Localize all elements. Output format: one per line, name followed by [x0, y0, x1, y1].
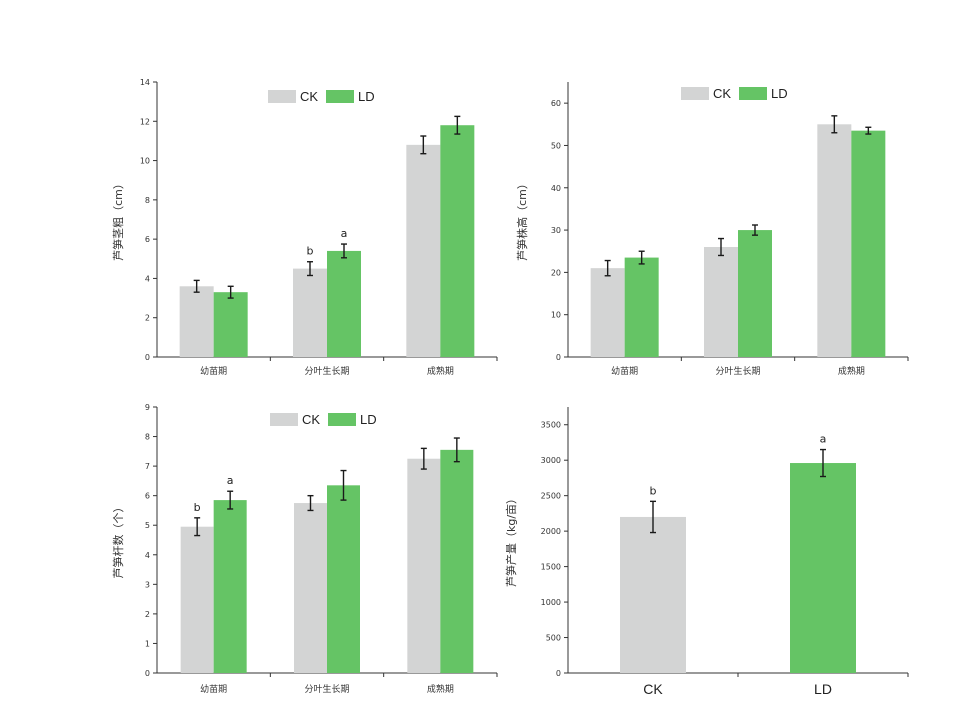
x-tick-label: LD — [814, 681, 832, 697]
y-tick-label: 1000 — [541, 598, 561, 607]
y-axis-label: 芦笋株高（cm） — [515, 178, 529, 261]
x-tick-label: 成熟期 — [838, 365, 865, 377]
chart-1: 0 2 4 6 8 10 12 14 芦笋茎粗（cm） 幼苗期 分叶生长期 b a 成熟期 CK LD — [111, 78, 498, 377]
x-tick-label: 分叶生长期 — [304, 683, 349, 695]
significance-label: b — [650, 484, 657, 497]
bar-ld — [440, 125, 475, 357]
bar-ck — [293, 268, 327, 357]
bar-ld — [624, 257, 659, 357]
chart-3: 0 1 2 3 4 5 6 7 8 9 芦笋杆数（个） 幼苗期 b a 分叶生长期 成熟期 CK LD — [111, 403, 498, 695]
y-tick-label: 50 — [551, 141, 561, 150]
legend-label: LD — [771, 86, 788, 101]
y-axis-label: 芦笋杆数（个） — [111, 502, 125, 579]
legend: CK LD — [681, 86, 788, 101]
y-tick-label: 30 — [551, 226, 561, 235]
x-tick-label: 幼苗期 — [200, 683, 227, 695]
y-tick-label: 1 — [145, 639, 150, 648]
bar-ck — [179, 286, 214, 357]
bar-ck — [590, 268, 625, 357]
legend-swatch-ld — [326, 90, 354, 103]
y-tick-label: 0 — [556, 669, 561, 678]
bar-ck — [294, 503, 327, 673]
y-tick-label: 3 — [145, 580, 150, 589]
y-axis-label: 芦笋产量（kg/亩） — [504, 493, 518, 587]
legend-label: CK — [713, 86, 731, 101]
y-tick-label: 6 — [145, 235, 150, 244]
y-tick-label: 0 — [556, 353, 561, 362]
bar-yield — [620, 516, 686, 673]
legend-swatch-ck — [681, 87, 709, 100]
y-tick-label: 10 — [551, 311, 561, 320]
bar-ld — [327, 485, 360, 673]
y-tick-label: 3000 — [541, 456, 561, 465]
bar-ck — [817, 124, 852, 357]
legend: CK LD — [268, 89, 375, 104]
significance-label: b — [307, 245, 314, 258]
chart-4: 0 500 1000 1500 2000 2500 3000 3500 芦笋产量（kg/亩） CK… — [504, 407, 909, 697]
y-tick-label: 3500 — [541, 421, 561, 430]
y-tick-label: 7 — [145, 462, 150, 471]
legend-swatch-ck — [270, 413, 298, 426]
y-tick-label: 40 — [551, 184, 561, 193]
x-tick-label: 幼苗期 — [611, 365, 638, 377]
bar-ck — [407, 458, 441, 673]
y-tick-label: 14 — [140, 78, 150, 87]
y-tick-label: 20 — [551, 268, 561, 277]
y-tick-label: 10 — [140, 157, 150, 166]
bar-ld — [738, 230, 772, 357]
y-tick-label: 500 — [546, 634, 561, 643]
bar-ld — [440, 449, 474, 673]
x-tick-label: 成熟期 — [427, 365, 454, 377]
y-tick-label: 2 — [145, 314, 150, 323]
y-tick-label: 4 — [145, 274, 150, 283]
legend-label: LD — [360, 412, 377, 427]
legend-label: CK — [302, 412, 320, 427]
y-tick-label: 5 — [145, 521, 150, 530]
x-tick-label: 成熟期 — [427, 683, 454, 695]
significance-label: a — [341, 227, 348, 240]
bar-ld — [213, 500, 247, 673]
y-tick-label: 8 — [145, 196, 150, 205]
legend-label: CK — [300, 89, 318, 104]
legend: CK LD — [270, 412, 377, 427]
y-tick-label: 60 — [551, 99, 561, 108]
significance-label: b — [194, 501, 201, 514]
bar-ld — [327, 250, 361, 357]
bar-ck — [406, 144, 441, 357]
y-tick-label: 1500 — [541, 563, 561, 572]
legend-swatch-ck — [268, 90, 296, 103]
y-tick-label: 2000 — [541, 527, 561, 536]
y-tick-label: 0 — [145, 353, 150, 362]
y-tick-label: 2 — [145, 610, 150, 619]
y-tick-label: 9 — [145, 403, 150, 412]
y-tick-label: 4 — [145, 551, 150, 560]
significance-label: a — [820, 433, 827, 446]
legend-swatch-ld — [739, 87, 767, 100]
y-tick-label: 0 — [145, 669, 150, 678]
y-tick-label: 6 — [145, 492, 150, 501]
bar-ck — [180, 526, 214, 673]
bar-yield — [790, 463, 856, 673]
bar-ck — [704, 247, 738, 357]
y-tick-label: 12 — [140, 117, 150, 126]
bar-ld — [851, 130, 886, 357]
y-axis-label: 芦笋茎粗（cm） — [111, 178, 125, 261]
y-tick-label: 2500 — [541, 492, 561, 501]
y-tick-label: 8 — [145, 433, 150, 442]
x-tick-label: 幼苗期 — [200, 365, 227, 377]
legend-swatch-ld — [328, 413, 356, 426]
significance-label: a — [227, 474, 234, 487]
x-tick-label: 分叶生长期 — [715, 365, 760, 377]
x-tick-label: CK — [643, 681, 663, 697]
bar-ld — [213, 292, 248, 357]
chart-2: 0 10 20 30 40 50 60 芦笋株高（cm） 幼苗期 分叶生长期 成熟期 CK LD — [515, 82, 909, 377]
legend-label: LD — [358, 89, 375, 104]
x-tick-label: 分叶生长期 — [304, 365, 349, 377]
